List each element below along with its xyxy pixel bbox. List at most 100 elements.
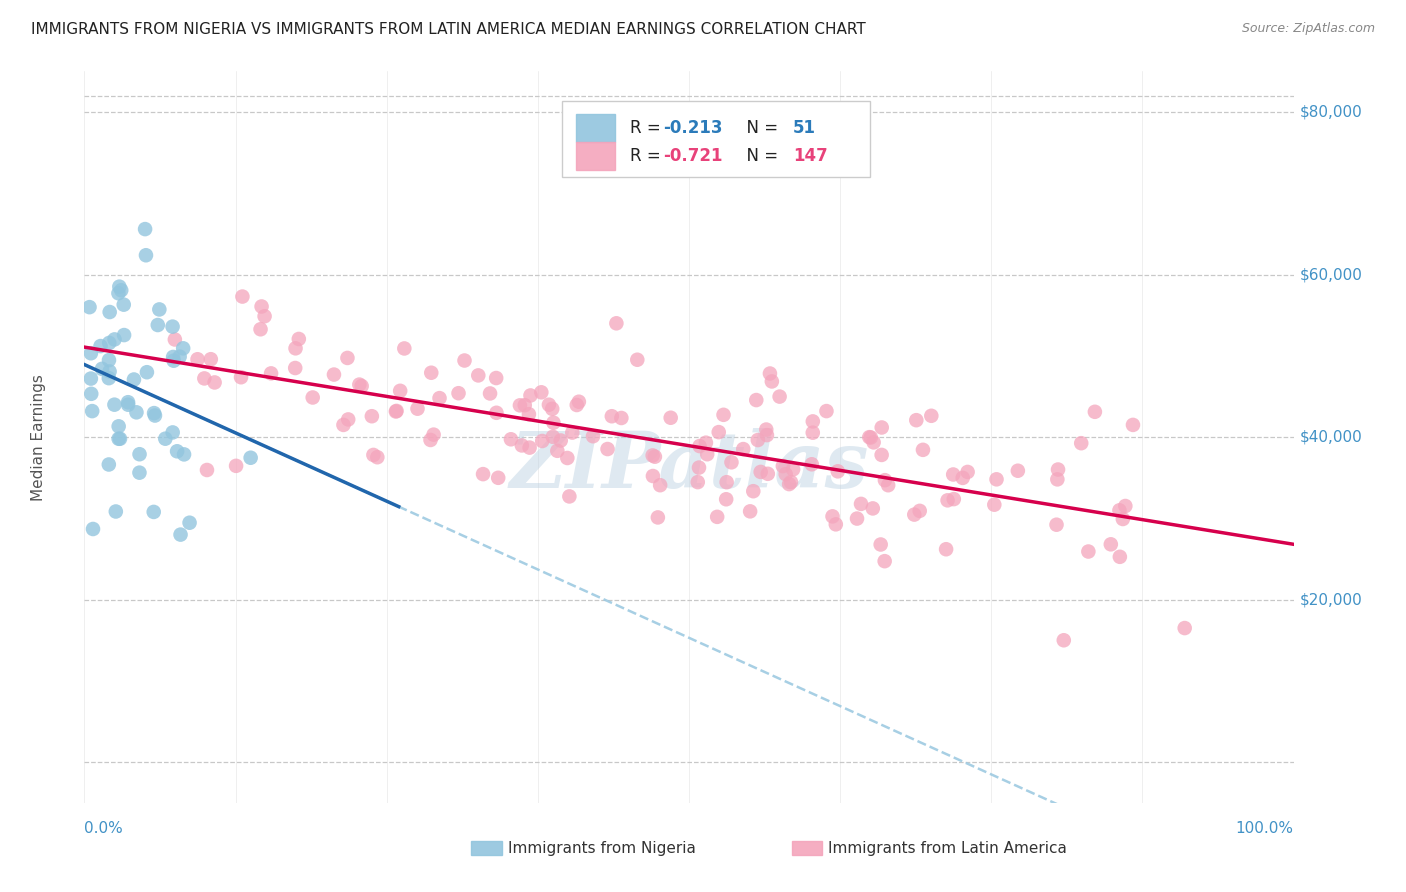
Point xyxy=(877,478,900,492)
Point xyxy=(349,377,371,392)
Point xyxy=(686,475,709,489)
Point xyxy=(1053,633,1076,648)
Point xyxy=(128,447,150,461)
Point xyxy=(250,300,273,314)
Point xyxy=(453,353,475,368)
Point xyxy=(253,310,276,324)
Point xyxy=(772,458,794,473)
Point xyxy=(112,298,135,312)
Point xyxy=(169,527,191,541)
Point xyxy=(173,447,195,461)
Point xyxy=(366,450,388,465)
Point xyxy=(858,430,880,444)
Point xyxy=(337,412,360,426)
Point xyxy=(172,341,194,355)
Point xyxy=(696,447,718,461)
Point xyxy=(97,458,120,472)
Point xyxy=(859,430,882,444)
Point xyxy=(824,517,846,532)
Point xyxy=(942,467,965,482)
Point xyxy=(98,305,121,319)
Point xyxy=(749,465,772,479)
Point xyxy=(720,455,742,469)
Point xyxy=(714,492,737,507)
Point xyxy=(986,472,1008,486)
Point xyxy=(942,492,965,507)
Point xyxy=(108,432,131,446)
Point xyxy=(920,409,942,423)
Point xyxy=(467,368,489,383)
Point xyxy=(420,366,443,380)
Point xyxy=(360,409,382,424)
Point xyxy=(204,376,226,390)
Point xyxy=(135,365,157,379)
Point xyxy=(82,522,104,536)
Point xyxy=(870,420,893,434)
Point xyxy=(775,467,797,482)
Point xyxy=(143,409,166,423)
Text: 147: 147 xyxy=(793,147,828,165)
Text: R =: R = xyxy=(630,119,665,136)
Point xyxy=(1114,499,1136,513)
Text: Source: ZipAtlas.com: Source: ZipAtlas.com xyxy=(1241,22,1375,36)
Point xyxy=(695,435,717,450)
Point xyxy=(80,371,103,385)
Point xyxy=(641,449,664,463)
Point xyxy=(873,473,896,487)
Point xyxy=(689,439,711,453)
Point xyxy=(733,442,755,456)
Point xyxy=(565,398,588,412)
Point xyxy=(935,542,957,557)
Point xyxy=(162,350,184,364)
Point xyxy=(98,364,121,378)
Point xyxy=(98,353,121,368)
Point xyxy=(1045,517,1067,532)
Point xyxy=(1047,462,1070,476)
Bar xyxy=(576,114,616,142)
Point xyxy=(91,362,114,376)
Text: ZIPatlas: ZIPatlas xyxy=(509,428,869,505)
Point xyxy=(332,417,354,432)
Point xyxy=(1070,436,1092,450)
Point xyxy=(148,302,170,317)
Point xyxy=(229,370,252,384)
Point xyxy=(146,318,169,332)
Point xyxy=(778,477,800,491)
Point xyxy=(747,433,769,447)
Point xyxy=(716,475,738,490)
Point xyxy=(605,316,627,330)
Point xyxy=(1046,472,1069,486)
Point xyxy=(911,442,934,457)
Text: N =: N = xyxy=(737,119,783,136)
Text: IMMIGRANTS FROM NIGERIA VS IMMIGRANTS FROM LATIN AMERICA MEDIAN EARNINGS CORRELA: IMMIGRANTS FROM NIGERIA VS IMMIGRANTS FR… xyxy=(31,22,866,37)
Text: R =: R = xyxy=(630,147,665,165)
Point xyxy=(107,432,129,446)
Point xyxy=(849,497,872,511)
Point xyxy=(626,352,648,367)
Point xyxy=(768,390,790,404)
Point xyxy=(350,379,373,393)
Point xyxy=(713,408,735,422)
Point xyxy=(1112,512,1135,526)
Point xyxy=(249,322,271,336)
Point xyxy=(755,428,778,442)
Point xyxy=(231,289,253,303)
Point xyxy=(336,351,359,365)
Point xyxy=(363,448,385,462)
Point xyxy=(641,469,664,483)
Point xyxy=(903,508,925,522)
Point xyxy=(163,353,186,368)
Point xyxy=(79,300,101,314)
Text: $60,000: $60,000 xyxy=(1299,267,1362,282)
Point xyxy=(499,432,522,446)
Point xyxy=(742,484,765,499)
Point xyxy=(561,425,583,440)
Point xyxy=(103,398,125,412)
Point xyxy=(600,409,623,424)
Point xyxy=(644,450,666,464)
Point xyxy=(541,401,564,416)
Point xyxy=(142,505,165,519)
Text: N =: N = xyxy=(737,147,783,165)
Bar xyxy=(471,841,502,855)
Point xyxy=(169,350,191,364)
